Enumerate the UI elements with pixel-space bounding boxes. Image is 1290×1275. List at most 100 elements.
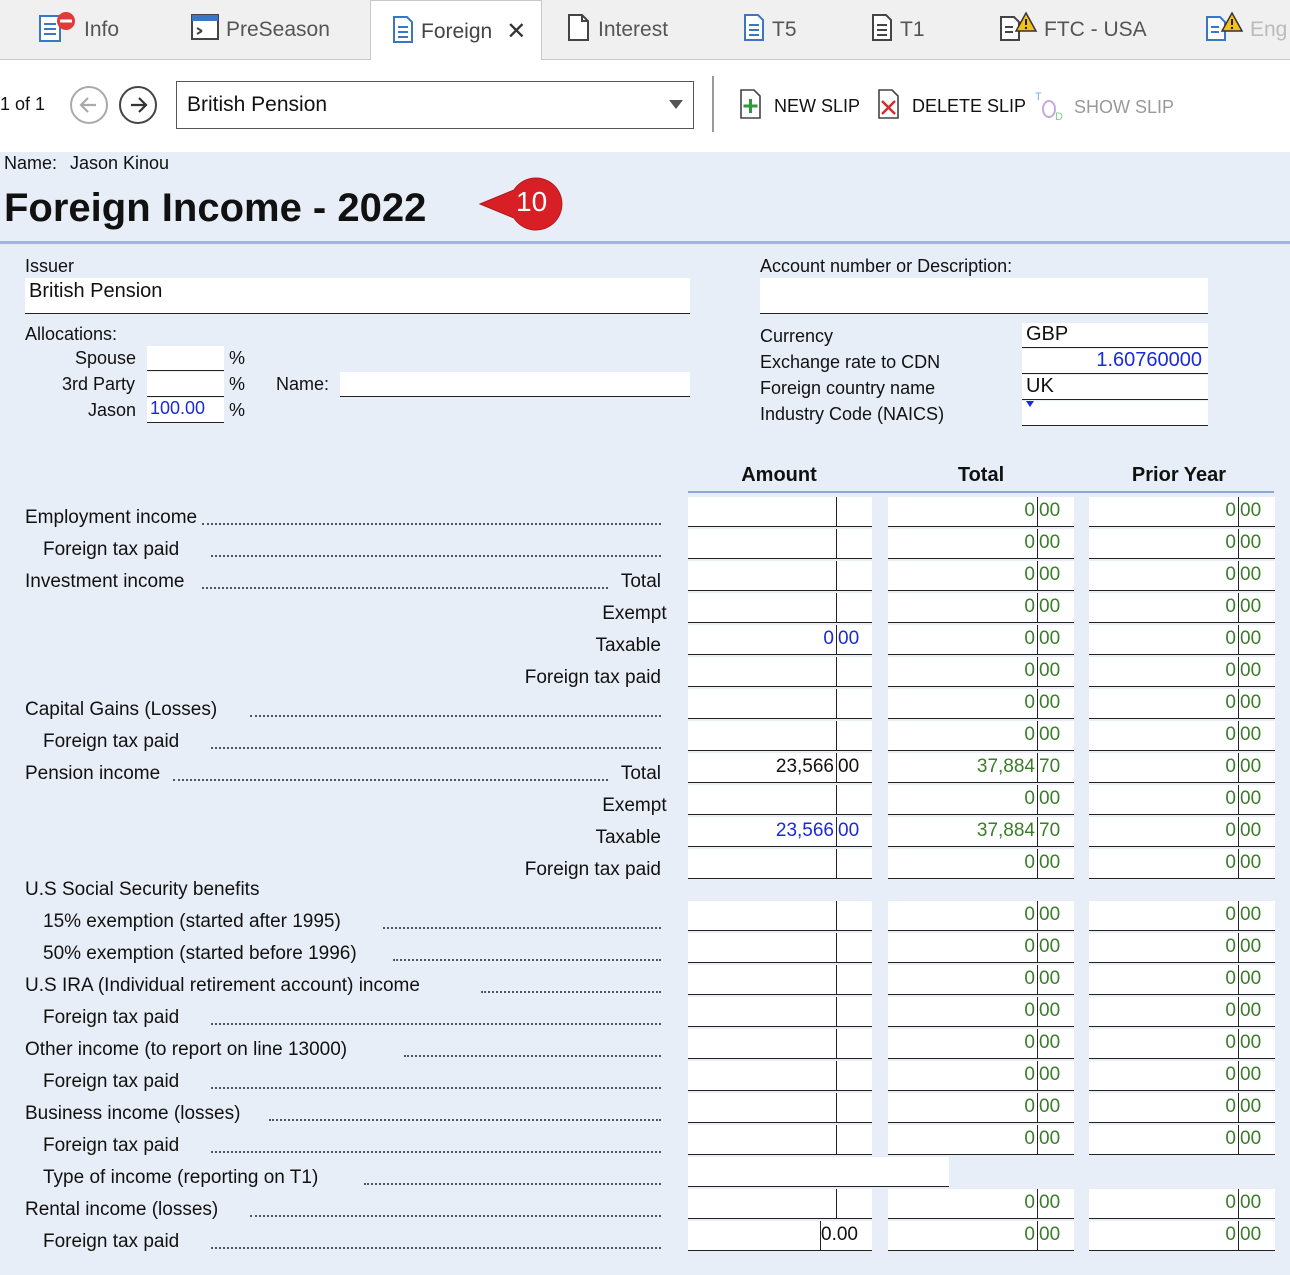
type-of-income-field[interactable] [688,1157,949,1187]
amount-cell[interactable] [688,933,872,963]
amount-cell[interactable] [688,785,872,815]
jason-field[interactable]: 100.00 [147,398,224,423]
total-cell[interactable]: 0 00 [888,625,1074,655]
total-cell[interactable]: 0 00 [888,529,1074,559]
amount-cell[interactable] [688,965,872,995]
total-cell[interactable]: 0 00 [888,1221,1074,1251]
total-cell[interactable]: 0 00 [888,849,1074,879]
amount-cell[interactable] [688,561,872,591]
tab-preseason[interactable]: PreSeason [190,0,330,60]
prior-year-cell[interactable]: 0 00 [1089,933,1275,963]
amount-cell[interactable] [688,997,872,1027]
prior-year-cell[interactable]: 0 00 [1089,785,1275,815]
total-cell[interactable]: 37,884 70 [888,817,1074,847]
decimal-separator [836,721,837,751]
prior-year-cell[interactable]: 0 00 [1089,965,1275,995]
issuer-label: Issuer [25,256,75,276]
total-cell[interactable]: 0 00 [888,561,1074,591]
close-icon[interactable]: ✕ [506,18,527,45]
tab-bar: Info PreSeason Foreign ✕ Interest T5 T1 [0,0,1290,62]
total-cell[interactable]: 0 00 [888,785,1074,815]
amount-cell[interactable]: 0.00 [688,1221,872,1251]
tab-foreign[interactable]: Foreign ✕ [370,0,542,62]
dotted-leader [210,555,661,557]
tab-interest[interactable]: Interest [566,0,668,60]
tab-ftc-usa[interactable]: FTC - USA [998,0,1147,60]
amount-cell[interactable] [688,657,872,687]
amount-cell[interactable] [688,593,872,623]
delete-slip-button[interactable]: DELETE SLIP [876,88,1026,125]
prior-year-cell[interactable]: 0 00 [1089,689,1275,719]
tab-label: PreSeason [226,18,330,41]
amount-cell[interactable] [688,529,872,559]
prior-year-cell[interactable]: 0 00 [1089,753,1275,783]
tab-info[interactable]: Info [38,0,119,60]
total-cell[interactable]: 0 00 [888,1093,1074,1123]
prior-year-cell[interactable]: 0 00 [1089,1029,1275,1059]
total-cell[interactable]: 0 00 [888,965,1074,995]
account-field[interactable] [760,278,1208,314]
total-cell[interactable]: 0 00 [888,1061,1074,1091]
prior-year-cell[interactable]: 0 00 [1089,1221,1275,1251]
total-cell[interactable]: 0 00 [888,933,1074,963]
total-cell[interactable]: 37,884 70 [888,753,1074,783]
prior-year-cell[interactable]: 0 00 [1089,593,1275,623]
prior-year-cell[interactable]: 0 00 [1089,997,1275,1027]
back-arrow-icon[interactable] [70,86,108,124]
prior-year-cell[interactable]: 0 00 [1089,1093,1275,1123]
total-cell[interactable]: 0 00 [888,593,1074,623]
amount-cell[interactable] [688,1093,872,1123]
prior-year-cell[interactable]: 0 00 [1089,817,1275,847]
total-cell[interactable]: 0 00 [888,1189,1074,1219]
amount-cell[interactable] [688,721,872,751]
total-cell[interactable]: 0 00 [888,689,1074,719]
prior-year-cell[interactable]: 0 00 [1089,1061,1275,1091]
decimal-separator [836,657,837,687]
prior-year-cell[interactable]: 0 00 [1089,901,1275,931]
third-name-field[interactable] [340,372,690,397]
new-slip-button[interactable]: NEW SLIP [738,88,860,125]
decimal-separator [1238,817,1239,847]
spouse-field[interactable] [147,346,224,371]
tab-eng[interactable]: Eng [1204,0,1290,60]
prior-year-cell[interactable]: 0 00 [1089,721,1275,751]
third-party-field[interactable] [147,372,224,397]
amount-cell[interactable] [688,1125,872,1155]
amount-cell[interactable] [688,1061,872,1091]
amount-cell[interactable] [688,849,872,879]
amount-cell[interactable] [688,497,872,527]
total-cell[interactable]: 0 00 [888,721,1074,751]
amount-cell[interactable] [688,901,872,931]
tab-t5[interactable]: T5 [742,0,797,60]
total-cell[interactable]: 0 00 [888,1029,1074,1059]
issuer-field[interactable]: British Pension [25,278,690,314]
amount-cell[interactable] [688,689,872,719]
prior-year-cell[interactable]: 0 00 [1089,561,1275,591]
amount-cell[interactable]: 0 00 [688,625,872,655]
amount-cell[interactable] [688,1029,872,1059]
currency-field[interactable]: GBP [1022,323,1208,348]
forward-arrow-icon[interactable] [119,86,157,124]
prior-year-cell[interactable]: 0 00 [1089,1189,1275,1219]
total-cell[interactable]: 0 00 [888,1125,1074,1155]
amount-cell[interactable]: 23,566 00 [688,753,872,783]
naics-field[interactable] [1022,401,1208,426]
total-cell[interactable]: 0 00 [888,497,1074,527]
prior-year-cell[interactable]: 0 00 [1089,529,1275,559]
slip-select[interactable]: British Pension [176,81,694,129]
amount-cell[interactable]: 23,566 00 [688,817,872,847]
total-cell[interactable]: 0 00 [888,997,1074,1027]
prior-year-cell[interactable]: 0 00 [1089,849,1275,879]
country-field[interactable]: UK [1022,375,1208,400]
total-cell[interactable]: 0 00 [888,657,1074,687]
cents-value: 00 [1240,1224,1262,1245]
prior-year-cell[interactable]: 0 00 [1089,497,1275,527]
prior-year-cell[interactable]: 0 00 [1089,657,1275,687]
prior-year-cell[interactable]: 0 00 [1089,1125,1275,1155]
tab-t1[interactable]: T1 [870,0,925,60]
exchange-field[interactable]: 1.60760000 [1022,349,1208,374]
amount-cell[interactable] [688,1189,872,1219]
total-cell[interactable]: 0 00 [888,901,1074,931]
prior-year-cell[interactable]: 0 00 [1089,625,1275,655]
